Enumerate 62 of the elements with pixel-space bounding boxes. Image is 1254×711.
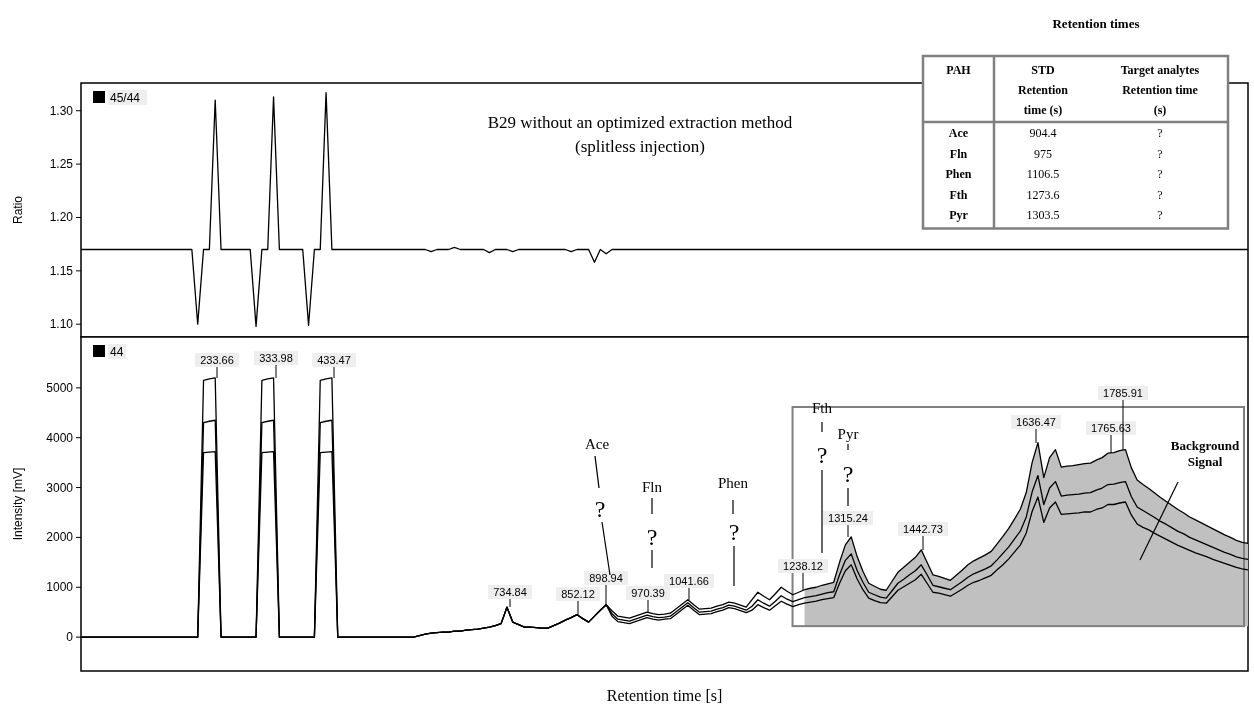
text: ? (1157, 146, 1163, 161)
annotation: ? (842, 461, 854, 487)
category-label: PAH (946, 63, 972, 77)
annotation: 898.94 (589, 572, 623, 584)
y-tick-label: 1.25 (49, 157, 74, 172)
category-label: STD Retention time (s) (1018, 63, 1069, 117)
y-tick-label: 1.10 (49, 317, 74, 332)
category-label: Fth (949, 187, 968, 202)
annotation: 1442.73 (903, 523, 943, 535)
y-tick-label: 1000 (46, 580, 74, 595)
y-axis-title: Ratio (11, 195, 25, 225)
annotation: 1238.12 (783, 560, 823, 572)
annotation: Phen (718, 475, 749, 491)
annotation: 1315.24 (828, 512, 868, 524)
annotation: 1041.66 (669, 575, 709, 587)
annotation: 852.12 (561, 588, 595, 600)
text: 975 (1034, 146, 1052, 161)
y-tick-label: 1.20 (49, 210, 74, 225)
text: 904.4 (1029, 126, 1057, 140)
annotation: 233.66 (200, 354, 234, 366)
annotation: 1636.47 (1016, 416, 1056, 428)
category-label: Target analytes Retention time (s) (1120, 63, 1200, 117)
annotation: Fln (641, 479, 663, 495)
y-tick-label: 5000 (46, 380, 74, 395)
annotation: ? (728, 519, 740, 545)
y-tick-label: 3000 (46, 480, 74, 495)
legend-label: 44 (110, 345, 124, 359)
category-label: Fln (949, 146, 968, 161)
y-tick-label: 0 (66, 630, 74, 645)
annotation: Ace (584, 436, 610, 452)
annotation: 333.98 (259, 352, 293, 364)
category-label: Ace (948, 126, 969, 140)
text: 1273.6 (1026, 187, 1060, 202)
text: ? (1157, 167, 1163, 181)
annotation: Background Signal (1170, 438, 1240, 469)
text: ? (1157, 187, 1163, 202)
y-tick-label: 1.15 (49, 263, 74, 278)
annotation: Pyr (837, 426, 859, 442)
category-label: Phen (945, 167, 972, 181)
text: (splitless injection) (575, 137, 705, 156)
x-axis-title: Retention time [s] (606, 687, 723, 704)
y-tick-label: 1.30 (49, 103, 74, 118)
annotation: 1785.91 (1103, 387, 1143, 399)
text: ? (1157, 208, 1163, 222)
annotation: ? (816, 442, 828, 468)
text: B29 without an optimized extraction method (487, 113, 793, 132)
text: 1106.5 (1026, 167, 1060, 181)
category-label: Pyr (949, 208, 968, 222)
annotation: Fth (811, 400, 833, 416)
y-axis-title: Intensity [mV] (11, 467, 25, 541)
annotation: ? (646, 524, 658, 550)
annotation: ? (594, 496, 606, 522)
text: Retention times (1052, 16, 1140, 31)
annotation: 734.84 (493, 586, 527, 598)
legend-label: 45/44 (110, 91, 141, 105)
annotation: 1765.63 (1091, 422, 1131, 434)
y-tick-label: 2000 (46, 530, 74, 545)
annotation: 970.39 (631, 587, 665, 599)
y-tick-label: 4000 (46, 430, 74, 445)
annotation: 433.47 (317, 354, 351, 366)
text: 1303.5 (1026, 208, 1060, 222)
text: ? (1157, 126, 1163, 140)
